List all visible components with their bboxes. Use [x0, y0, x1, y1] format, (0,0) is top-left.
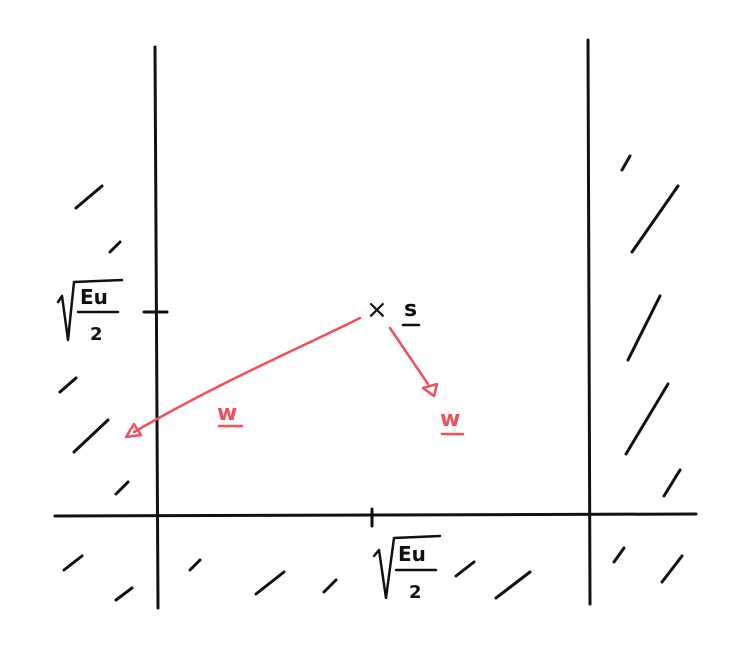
hatching-left-region [58, 184, 130, 496]
point-s-label: s [404, 297, 417, 322]
point-s: × s [366, 295, 421, 327]
vector-w-left-shaft [132, 316, 362, 434]
axes [53, 38, 698, 610]
y-radicand-bottom: 2 [90, 324, 103, 345]
x-sqrt-sign [372, 534, 442, 600]
vector-w-right-shaft [388, 326, 430, 386]
vector-w-right-label: w [440, 407, 460, 432]
vector-w-right-head [421, 382, 439, 398]
y-tick-label-sqrt: Eu 2 [56, 278, 124, 345]
x-tick-label-sqrt: Eu 2 [372, 534, 442, 603]
hatching-bottom-region [62, 546, 684, 602]
x-radicand-bottom: 2 [409, 582, 422, 603]
x-radicand-top: Eu [398, 542, 426, 566]
right-vertical-line [586, 38, 592, 606]
y-sqrt-sign [56, 278, 124, 342]
vector-w-left: w [124, 316, 362, 439]
x-axis [53, 512, 698, 518]
point-s-marker: × [366, 295, 388, 325]
left-vertical-line [153, 45, 160, 610]
vector-w-right: w [388, 326, 465, 436]
y-radicand-top: Eu [80, 285, 108, 309]
vector-w-left-head [124, 422, 143, 439]
hatching-right-region [620, 154, 682, 498]
vector-w-left-label: w [217, 401, 237, 426]
